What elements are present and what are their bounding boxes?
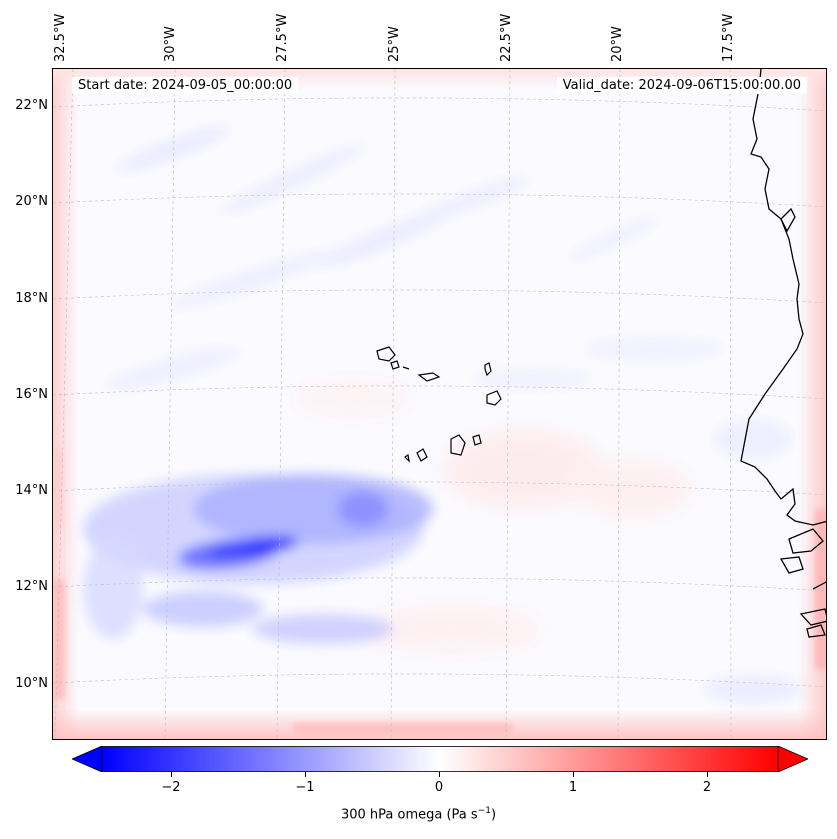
colorbar-label-close: ) (490, 807, 497, 823)
lat-label-14n: 14°N (15, 483, 48, 498)
cb-tickmark (305, 772, 306, 777)
cb-tickmark (439, 772, 440, 777)
cb-tickmark (573, 772, 574, 777)
colorbar-label-exponent: −1 (477, 806, 491, 816)
lat-label-22n: 22°N (15, 98, 48, 113)
colorbar-label: 300 hPa omega (Pa s−1) (0, 806, 837, 822)
colorbar-label-text: 300 hPa omega (Pa s (340, 807, 478, 823)
cb-tick-label: −1 (295, 780, 315, 795)
colorbar-extend-min (70, 745, 103, 773)
colorbar-extend-max (777, 745, 810, 773)
lon-label-25w: 25°W (387, 26, 402, 62)
omega-field-map (53, 69, 826, 739)
lat-label-12n: 12°N (15, 579, 48, 594)
cb-tick-label: −2 (161, 780, 181, 795)
lat-label-20n: 20°N (15, 194, 48, 209)
lon-label-30w: 30°W (163, 26, 178, 62)
lon-label-22-5w: 22.5°W (499, 13, 514, 62)
cape-verde-islands (376, 346, 502, 463)
edge-strong-patches (53, 449, 826, 733)
omega-weak-descent (293, 379, 693, 654)
coastline (740, 69, 826, 638)
lat-label-10n: 10°N (15, 676, 48, 691)
lat-label-18n: 18°N (15, 291, 48, 306)
cb-tick-label: 1 (568, 780, 578, 795)
colorbar (70, 745, 810, 773)
lon-label-32-5w: 32.5°W (53, 13, 68, 62)
lat-label-16n: 16°N (15, 387, 48, 402)
graticule (53, 69, 826, 739)
cb-tick-label: 0 (434, 780, 444, 795)
cb-tickmark (171, 772, 172, 777)
omega-weak-ascent (105, 126, 803, 704)
cb-tick-label: 2 (702, 780, 712, 795)
lon-label-27-5w: 27.5°W (275, 13, 290, 62)
colorbar-graphic (70, 745, 810, 773)
map-panel[interactable] (52, 68, 827, 740)
lon-label-20w: 20°W (610, 26, 625, 62)
lon-label-17-5w: 17.5°W (721, 13, 736, 62)
start-date-label: Start date: 2024-09-05_00:00:00 (72, 77, 299, 94)
colorbar-body (101, 746, 779, 772)
cb-tickmark (707, 772, 708, 777)
valid-date-label: Valid_date: 2024-09-06T15:00:00.00 (556, 77, 807, 94)
